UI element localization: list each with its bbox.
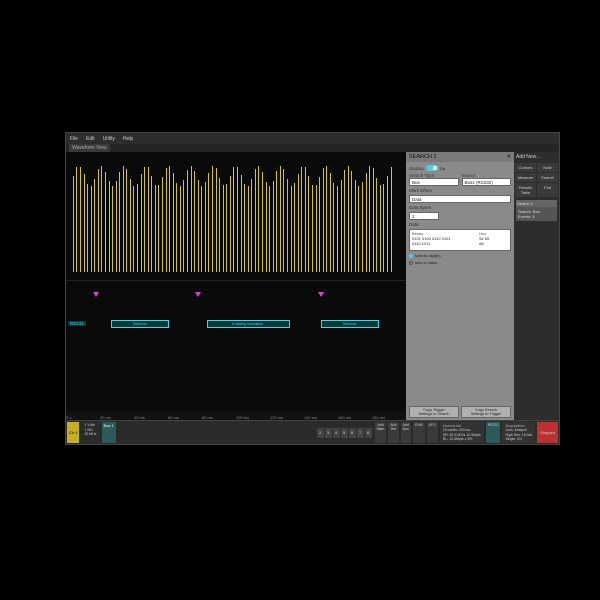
search-results-title: Search 1 (516, 200, 557, 207)
channel-3-button[interactable]: 3 (325, 428, 332, 438)
main-body: RS232 Tektronix. Enabling Innovation. Tekt… (66, 152, 559, 420)
mark-when-select[interactable]: Data (409, 195, 511, 203)
bottom-bar: Ch 1 1 V/div 1 MΩ 20 MHz Bus 1 2345678 A… (66, 420, 559, 444)
data-bytes-label: Data Bytes (409, 205, 511, 210)
oscilloscope-window: File Edit Utility Help Waveform View RS2… (65, 132, 560, 445)
a-knob-mode-selects[interactable]: selects digit(s) (409, 253, 511, 258)
copy-search-to-trigger-button[interactable]: Copy Search Settings to Trigger (461, 406, 511, 418)
run-stop-button[interactable]: Stopped (537, 422, 558, 443)
time-axis-tick: 160 ms (338, 415, 351, 420)
dvm-button[interactable]: DVM (413, 422, 425, 443)
channel-buttons-row: 2345678 (315, 421, 374, 444)
mark-when-label: Mark When (409, 188, 511, 193)
radio-icon (409, 254, 413, 258)
data-bytes-input[interactable]: 2 (409, 212, 439, 220)
channel-4-button[interactable]: 4 (333, 428, 340, 438)
bus-1-badge[interactable]: Bus 1 (102, 422, 116, 443)
channel-7-button[interactable]: 7 (357, 428, 364, 438)
waveform-view-title: Waveform View (69, 144, 110, 152)
plot-button[interactable]: Plot (537, 183, 558, 197)
side-panels: SEARCH 1 ✕ Display On Search Type Bus (406, 152, 559, 420)
bus-decode-packet[interactable]: Enabling Innovation. (207, 320, 290, 328)
acquisition-settings[interactable]: Acquisition Auto, Analyze High Res: 16 b… (502, 422, 535, 443)
search-button[interactable]: Search (537, 173, 558, 182)
time-axis-tick: 20 ms (100, 415, 111, 420)
menubar: File Edit Utility Help (66, 133, 559, 144)
hex-value: 54 65 68 (479, 236, 508, 246)
add-new-label: Add New… (514, 152, 559, 162)
right-rail: Add New… Cursors Note Measure Search Res… (514, 152, 559, 420)
display-toggle[interactable] (426, 165, 438, 171)
time-axis-tick: 120 ms (270, 415, 283, 420)
menu-file[interactable]: File (70, 136, 78, 142)
search-config-panel: SEARCH 1 ✕ Display On Search Type Bus (406, 152, 514, 420)
add-new-ref-button[interactable]: Add Ref (388, 422, 398, 443)
time-axis-tick: 0 s (66, 415, 71, 420)
display-label: Display (409, 166, 424, 171)
data-label: Data (409, 222, 511, 227)
radio-icon (409, 261, 413, 265)
bus-decode-label: RS232 (68, 321, 86, 326)
source-select[interactable]: Bus1 (RS232) (462, 178, 512, 186)
channel-1-info: 1 V/div 1 MΩ 20 MHz (81, 422, 99, 443)
display-state: On (440, 166, 445, 171)
waveform-view-header: Waveform View (66, 144, 559, 152)
channel-1-badge[interactable]: Ch 1 (67, 422, 79, 443)
cursors-button[interactable]: Cursors (515, 163, 536, 172)
data-value-editor[interactable]: Binary 0101 0100 0110 0101 0110 1011 Hex… (409, 229, 511, 251)
channel-2-button[interactable]: 2 (317, 428, 324, 438)
time-axis-tick: 40 ms (134, 415, 145, 420)
search-results-badge[interactable]: Search 1 Search: Bus Events: 5 (516, 200, 557, 221)
bus-decode-packet[interactable]: Tektronix. (111, 320, 168, 328)
bus-decode-row: RS232 Tektronix. Enabling Innovation. Tekt… (66, 297, 406, 351)
copy-trigger-to-search-button[interactable]: Copy Trigger Settings to Search (409, 406, 459, 418)
close-icon[interactable]: ✕ (506, 154, 511, 160)
search-results-count: Events: 5 (518, 214, 555, 219)
measure-button[interactable]: Measure (515, 173, 536, 182)
time-axis-tick: 60 ms (168, 415, 179, 420)
search-markers-row (66, 281, 406, 297)
channel-6-button[interactable]: 6 (349, 428, 356, 438)
horizontal-settings[interactable]: Horizontal 20 ms/div 200 ms SR: 62.5 MS/… (440, 422, 484, 443)
search-type-select[interactable]: Bus (409, 178, 459, 186)
trigger-badge[interactable]: RS232 (486, 422, 501, 443)
menu-utility[interactable]: Utility (103, 136, 115, 142)
time-axis: 0 s 20 ms 40 ms 60 ms 80 ms 100 ms 120 ms 140 m… (66, 411, 406, 420)
channel-8-button[interactable]: 8 (365, 428, 372, 438)
time-axis-tick: 80 ms (202, 415, 213, 420)
channel-5-button[interactable]: 5 (341, 428, 348, 438)
digital-pulse-train (66, 152, 406, 281)
binary-value: 0101 0100 0110 0101 0110 1011 (412, 236, 475, 246)
menu-help[interactable]: Help (123, 136, 133, 142)
bus-decode-packet[interactable]: Tektronix. (321, 320, 378, 328)
add-new-bus-button[interactable]: Add Bus (401, 422, 411, 443)
time-axis-tick: 140 ms (304, 415, 317, 420)
afg-button[interactable]: AFG (427, 422, 438, 443)
time-axis-tick: 180 ms (372, 415, 385, 420)
menu-edit[interactable]: Edit (86, 136, 95, 142)
a-knob-mode-sets[interactable]: sets to value (409, 260, 511, 265)
note-button[interactable]: Note (537, 163, 558, 172)
time-axis-tick: 100 ms (236, 415, 249, 420)
add-new-math-button[interactable]: Add Math (375, 422, 387, 443)
search-panel-header: SEARCH 1 ✕ (406, 152, 514, 162)
waveform-area[interactable]: RS232 Tektronix. Enabling Innovation. Tekt… (66, 152, 406, 420)
results-table-button[interactable]: Results Table (515, 183, 536, 197)
search-panel-title: SEARCH 1 (409, 154, 437, 160)
